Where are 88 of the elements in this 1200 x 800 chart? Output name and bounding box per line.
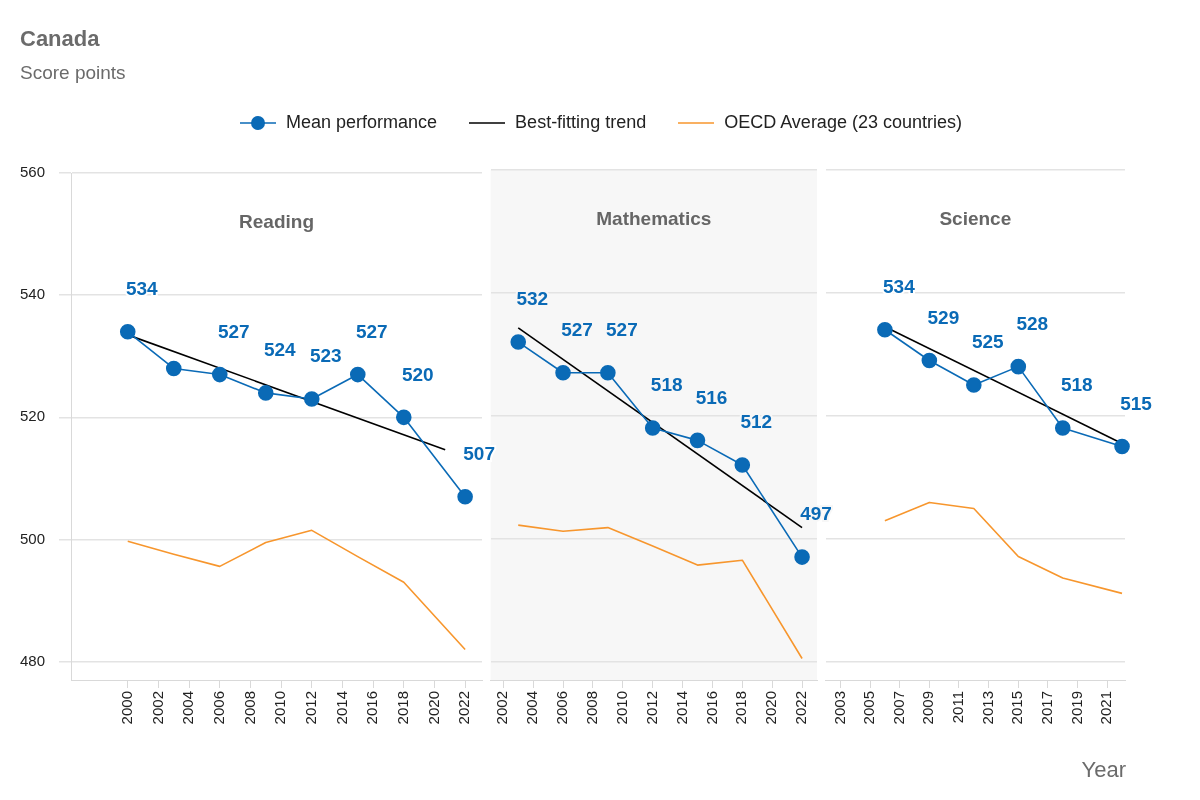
x-tick-label: 2021 bbox=[1097, 691, 1115, 725]
point bbox=[303, 391, 320, 407]
data-label: 497 bbox=[800, 503, 832, 525]
x-tick-label: 2010 bbox=[271, 691, 289, 725]
x-tick-label: 2009 bbox=[919, 691, 937, 725]
x-tick-label: 2012 bbox=[642, 691, 660, 725]
y-tick-label: 540 bbox=[19, 285, 45, 303]
data-label: 507 bbox=[463, 442, 495, 464]
data-label: 527 bbox=[606, 319, 638, 341]
legend-label: OECD Average (23 countries) bbox=[724, 112, 962, 133]
point bbox=[1114, 438, 1130, 455]
x-tick-label: 2006 bbox=[209, 691, 227, 725]
y-tick-label: 480 bbox=[19, 651, 45, 669]
annotation: Reading bbox=[239, 211, 314, 233]
x-tick-label: 2013 bbox=[978, 691, 996, 725]
annotation: Science bbox=[939, 208, 1012, 230]
point bbox=[1054, 420, 1071, 436]
point bbox=[966, 377, 982, 393]
x-tick-label: 2003 bbox=[830, 691, 848, 725]
x-tick-label: 2006 bbox=[553, 691, 571, 725]
x-tick-label: 2022 bbox=[792, 691, 810, 725]
x-tick-label: 2016 bbox=[363, 691, 381, 725]
x-tick-label: 2012 bbox=[301, 691, 319, 725]
point bbox=[921, 352, 938, 369]
point bbox=[1010, 358, 1027, 375]
chart-title: Canada bbox=[20, 26, 100, 52]
data-label: 534 bbox=[125, 278, 159, 300]
x-tick-label: 2014 bbox=[332, 691, 350, 725]
legend-label: Best-fitting trend bbox=[515, 112, 647, 133]
data-label: 532 bbox=[516, 288, 549, 310]
data-label: 523 bbox=[309, 345, 342, 367]
point bbox=[734, 457, 751, 473]
point bbox=[165, 360, 182, 377]
point bbox=[257, 385, 274, 401]
x-tick-label: 2014 bbox=[672, 691, 690, 725]
x-tick-label: 2004 bbox=[179, 691, 197, 725]
y-tick-label: 520 bbox=[19, 407, 45, 425]
data-label: 524 bbox=[263, 339, 297, 361]
data-label: 516 bbox=[695, 386, 728, 408]
data-label: 518 bbox=[650, 374, 683, 396]
annotation: Mathematics bbox=[596, 208, 712, 230]
point bbox=[119, 324, 136, 340]
data-label: 525 bbox=[971, 331, 1005, 353]
point bbox=[689, 432, 706, 449]
x-tick-label: 2022 bbox=[455, 691, 473, 725]
x-tick-label: 2020 bbox=[762, 691, 780, 725]
x-tick-label: 2007 bbox=[889, 691, 907, 725]
x-tick-label: 2000 bbox=[117, 691, 135, 725]
x-tick-label: 2016 bbox=[702, 691, 720, 725]
x-tick-label: 2020 bbox=[424, 691, 442, 725]
point bbox=[510, 334, 527, 350]
point bbox=[600, 364, 616, 381]
point bbox=[794, 549, 810, 565]
x-tick-label: 2019 bbox=[1067, 691, 1085, 725]
x-axis-title: Year bbox=[1081, 757, 1126, 783]
x-tick-label: 2011 bbox=[949, 691, 967, 724]
x-tick-label: 2010 bbox=[612, 691, 630, 725]
legend-label: Mean performance bbox=[286, 112, 438, 133]
point bbox=[395, 409, 412, 426]
x-tick-label: 2018 bbox=[732, 691, 750, 725]
point bbox=[555, 364, 571, 381]
data-label: 529 bbox=[927, 306, 960, 328]
x-tick-label: 2017 bbox=[1038, 691, 1056, 725]
y-tick-label: 560 bbox=[19, 163, 45, 181]
x-tick-label: 2005 bbox=[860, 691, 878, 725]
point bbox=[349, 366, 366, 383]
y-tick-label: 500 bbox=[19, 529, 45, 547]
data-label: 534 bbox=[883, 275, 916, 297]
x-tick-label: 2002 bbox=[493, 691, 511, 725]
x-tick-label: 2002 bbox=[148, 691, 166, 725]
chart-subtitle: Score points bbox=[20, 62, 126, 84]
data-label: 512 bbox=[740, 411, 773, 433]
x-tick-label: 2015 bbox=[1008, 691, 1026, 725]
data-label: 527 bbox=[561, 319, 593, 341]
data-label: 527 bbox=[355, 320, 388, 342]
point bbox=[877, 321, 893, 338]
x-tick-label: 2018 bbox=[393, 691, 411, 725]
point bbox=[644, 420, 661, 436]
x-tick-label: 2004 bbox=[523, 691, 541, 725]
point bbox=[211, 366, 228, 383]
data-label: 515 bbox=[1120, 392, 1153, 414]
data-label: 520 bbox=[401, 363, 434, 385]
x-tick-label: 2008 bbox=[583, 691, 601, 725]
data-label: 518 bbox=[1060, 374, 1093, 396]
data-label: 527 bbox=[217, 320, 250, 342]
point bbox=[457, 488, 473, 505]
data-label: 528 bbox=[1016, 312, 1049, 334]
x-tick-label: 2008 bbox=[240, 691, 258, 725]
